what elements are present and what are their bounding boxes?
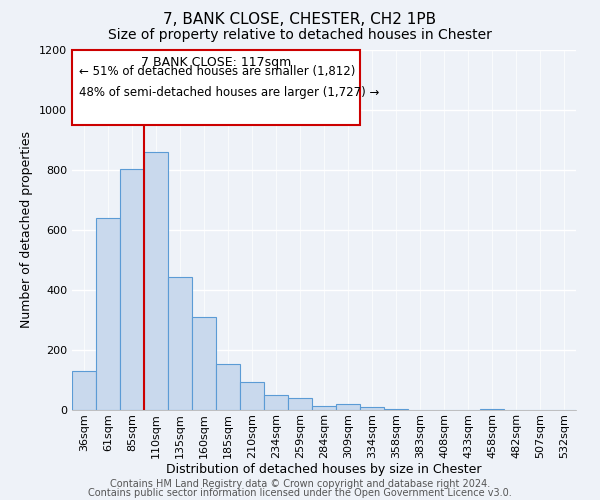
Bar xyxy=(144,152,168,410)
Bar xyxy=(312,406,336,410)
X-axis label: Distribution of detached houses by size in Chester: Distribution of detached houses by size … xyxy=(166,464,482,476)
Bar xyxy=(384,408,408,410)
Text: Contains HM Land Registry data © Crown copyright and database right 2024.: Contains HM Land Registry data © Crown c… xyxy=(110,479,490,489)
Bar xyxy=(216,364,240,410)
Bar xyxy=(336,404,360,410)
Bar xyxy=(360,407,384,410)
Y-axis label: Number of detached properties: Number of detached properties xyxy=(20,132,34,328)
Text: 7, BANK CLOSE, CHESTER, CH2 1PB: 7, BANK CLOSE, CHESTER, CH2 1PB xyxy=(163,12,437,28)
Bar xyxy=(72,371,96,410)
Bar xyxy=(480,408,504,410)
Bar xyxy=(288,398,312,410)
Bar xyxy=(168,276,192,410)
Bar xyxy=(240,382,264,410)
Bar xyxy=(96,218,120,410)
Bar xyxy=(264,395,288,410)
Text: 48% of semi-detached houses are larger (1,727) →: 48% of semi-detached houses are larger (… xyxy=(79,86,380,99)
Bar xyxy=(120,168,144,410)
Text: ← 51% of detached houses are smaller (1,812): ← 51% of detached houses are smaller (1,… xyxy=(79,65,356,78)
FancyBboxPatch shape xyxy=(72,50,360,125)
Text: Contains public sector information licensed under the Open Government Licence v3: Contains public sector information licen… xyxy=(88,488,512,498)
Bar xyxy=(192,317,216,410)
Text: Size of property relative to detached houses in Chester: Size of property relative to detached ho… xyxy=(108,28,492,42)
Text: 7 BANK CLOSE: 117sqm: 7 BANK CLOSE: 117sqm xyxy=(141,56,291,69)
